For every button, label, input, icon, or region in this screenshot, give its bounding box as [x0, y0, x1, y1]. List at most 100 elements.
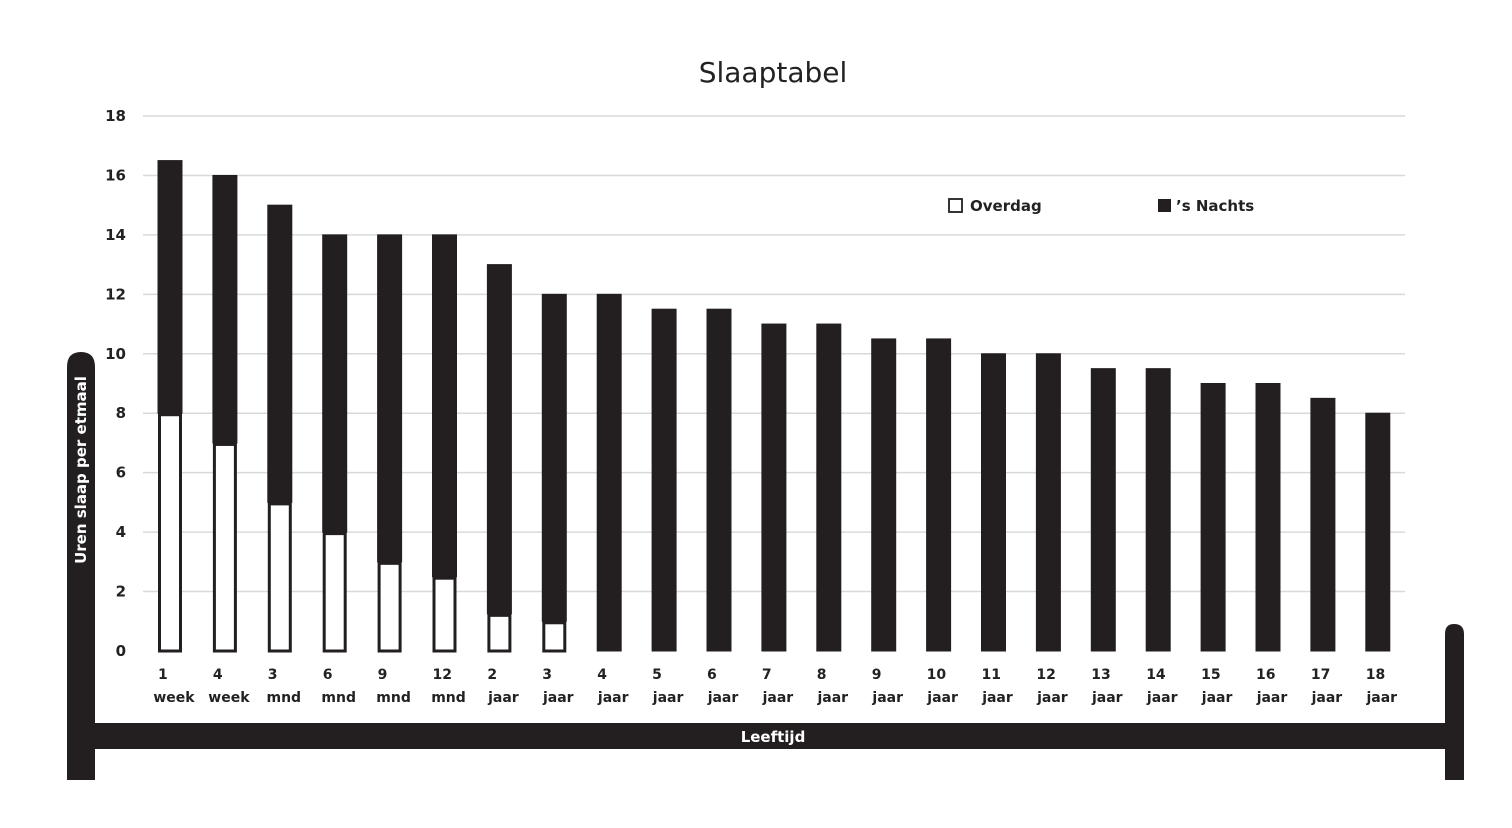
- x-axis-label: Leeftijd: [741, 728, 806, 746]
- x-tick-number: 14: [1146, 667, 1166, 683]
- x-tick-number: 8: [817, 667, 827, 683]
- legend-label-snachts: ’s Nachts: [1176, 197, 1254, 215]
- y-tick-label: 2: [116, 583, 126, 601]
- y-axis-ticks: 0 2 4 6 8 10 12 14 16 18: [105, 107, 126, 660]
- x-tick-number: 9: [378, 667, 388, 683]
- x-tick-unit: jaar: [1036, 690, 1068, 706]
- bar-snachts: [926, 338, 952, 652]
- bar-snachts: [706, 308, 732, 652]
- y-tick-label: 0: [116, 642, 126, 660]
- x-tick-number: 3: [542, 667, 552, 683]
- y-tick-label: 16: [105, 166, 126, 184]
- x-tick-number: 12: [1036, 667, 1055, 683]
- bar-snachts: [981, 353, 1006, 652]
- x-tick-unit: jaar: [1201, 690, 1233, 706]
- y-tick-label: 8: [116, 404, 126, 422]
- bar-snachts: [322, 234, 348, 533]
- x-tick-unit: week: [153, 690, 195, 706]
- x-tick-number: 10: [927, 667, 947, 683]
- bar-snachts: [1310, 397, 1336, 652]
- bar-snachts: [761, 323, 787, 652]
- x-tick-number: 4: [213, 667, 223, 683]
- bars: [157, 160, 1391, 653]
- y-tick-label: 6: [116, 464, 126, 482]
- y-axis-label: Uren slaap per etmaal: [72, 376, 90, 564]
- x-axis-ticks: 1 week 4 week 3 mnd 6 mnd 9 mnd 12 mnd 2 jaar 3 jaar 4 ja…: [153, 667, 1397, 706]
- bar-snachts: [432, 234, 457, 578]
- x-tick-number: 13: [1091, 667, 1110, 683]
- bar-overdag: [542, 621, 567, 653]
- x-tick-number: 2: [487, 667, 497, 683]
- legend: Overdag ’s Nachts: [948, 197, 1254, 215]
- bar-snachts: [212, 174, 238, 444]
- x-tick-number: 7: [762, 667, 772, 683]
- x-tick-number: 5: [652, 667, 662, 683]
- x-tick-number: 9: [872, 667, 882, 683]
- bar-overdag: [432, 576, 457, 653]
- x-tick-unit: mnd: [431, 690, 466, 706]
- y-tick-label: 18: [105, 107, 126, 125]
- x-tick-unit: jaar: [1146, 690, 1178, 706]
- x-tick-unit: jaar: [707, 690, 739, 706]
- bed-frame: Leeftijd Uren slaap per etmaal: [67, 352, 1464, 780]
- x-tick-number: 11: [982, 667, 1001, 683]
- bar-snachts: [1090, 368, 1116, 652]
- y-tick-label: 12: [105, 285, 126, 303]
- y-tick-label: 4: [116, 523, 126, 541]
- x-tick-unit: mnd: [267, 690, 302, 706]
- bar-snachts: [1035, 353, 1061, 652]
- y-tick-label: 14: [105, 226, 126, 244]
- bar-snachts: [871, 338, 897, 652]
- x-tick-number: 15: [1201, 667, 1220, 683]
- x-tick-unit: jaar: [762, 690, 794, 706]
- x-tick-unit: jaar: [981, 690, 1013, 706]
- x-tick-number: 18: [1366, 667, 1385, 683]
- x-tick-unit: jaar: [542, 690, 574, 706]
- legend-label-overdag: Overdag: [970, 197, 1042, 215]
- x-tick-unit: jaar: [1256, 690, 1288, 706]
- x-tick-unit: jaar: [871, 690, 903, 706]
- x-tick-number: 17: [1311, 667, 1330, 683]
- chart-title: Slaaptabel: [699, 56, 848, 89]
- bar-snachts: [267, 204, 293, 503]
- x-tick-unit: jaar: [926, 690, 958, 706]
- x-tick-number: 6: [323, 667, 333, 683]
- x-tick-unit: jaar: [652, 690, 684, 706]
- x-tick-unit: jaar: [487, 690, 519, 706]
- x-tick-unit: jaar: [1311, 690, 1343, 706]
- bar-snachts: [541, 293, 567, 622]
- x-tick-unit: mnd: [321, 690, 356, 706]
- bar-overdag: [267, 502, 292, 653]
- x-tick-unit: jaar: [816, 690, 848, 706]
- y-tick-label: 10: [105, 345, 126, 363]
- bar-overdag: [377, 561, 402, 653]
- x-tick-number: 3: [268, 667, 278, 683]
- legend-swatch-overdag: [948, 198, 963, 213]
- bed-base: [90, 723, 1452, 749]
- x-tick-number: 4: [597, 667, 607, 683]
- bar-snachts: [157, 160, 183, 414]
- x-tick-number: 1: [158, 667, 168, 683]
- bar-snachts: [486, 264, 512, 615]
- bar-snachts: [1200, 383, 1226, 652]
- bar-overdag: [322, 532, 347, 653]
- bar-overdag: [158, 413, 182, 653]
- x-tick-unit: week: [208, 690, 250, 706]
- bar-overdag: [212, 442, 237, 653]
- bar-snachts: [596, 293, 622, 652]
- bar-overdag: [487, 613, 512, 653]
- x-tick-number: 6: [707, 667, 717, 683]
- bar-snachts: [651, 308, 677, 652]
- x-tick-unit: jaar: [597, 690, 629, 706]
- x-tick-number: 12: [433, 667, 452, 683]
- x-tick-unit: jaar: [1091, 690, 1123, 706]
- x-tick-unit: jaar: [1365, 690, 1397, 706]
- bar-snachts: [1255, 383, 1281, 652]
- bar-snachts: [1365, 412, 1391, 652]
- bar-snachts: [377, 234, 403, 563]
- x-tick-number: 16: [1256, 667, 1275, 683]
- bed-footboard: [1445, 624, 1464, 780]
- x-tick-unit: mnd: [376, 690, 411, 706]
- legend-swatch-snachts: [1158, 199, 1171, 212]
